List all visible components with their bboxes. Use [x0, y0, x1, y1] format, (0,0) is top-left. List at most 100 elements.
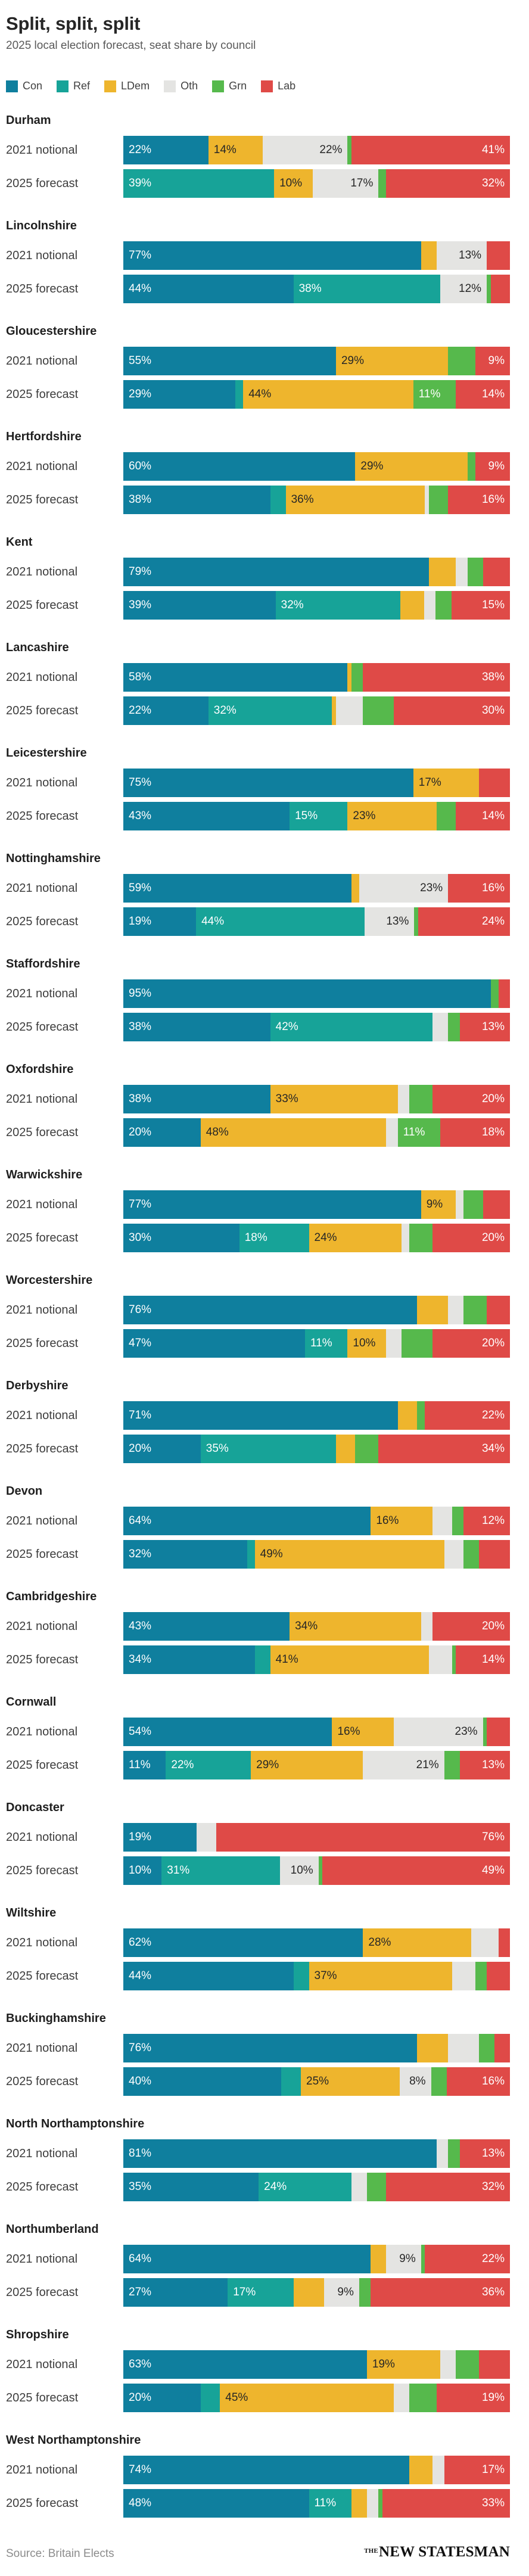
segment-oth: 9% — [324, 2278, 359, 2307]
segment-value-label: 49% — [260, 1548, 283, 1560]
council-name: Gloucestershire — [6, 325, 97, 338]
legend-label: Lab — [278, 80, 296, 92]
segment-oth — [456, 1190, 464, 1219]
segment-value-label: 11% — [129, 1759, 151, 1771]
segment-con: 64% — [123, 1507, 371, 1535]
row-label: 2021 notional — [6, 1303, 78, 1317]
bar-row: 2025 forecast 48% 11% 33% — [6, 2489, 510, 2518]
segment-value-label: 32% — [213, 704, 237, 717]
stacked-bar: 71% 22% — [123, 1401, 510, 1430]
segment-lab: 9% — [475, 452, 510, 481]
bar-row: 2025 forecast 34% 41% 14% — [6, 1645, 510, 1674]
row-label: 2025 forecast — [6, 915, 79, 928]
segment-grn — [448, 347, 475, 375]
segment-lab: 30% — [394, 696, 510, 725]
bar-row: 2025 forecast 20% 45% 19% — [6, 2384, 510, 2412]
stacked-bar: 64% 16% 12% — [123, 1507, 510, 1535]
segment-oth — [386, 1329, 402, 1358]
segment-value-label: 44% — [201, 915, 225, 928]
segment-ref: 15% — [290, 802, 348, 830]
segment-grn — [452, 1645, 456, 1674]
segment-lab: 38% — [363, 663, 510, 692]
segment-con: 38% — [123, 1013, 270, 1041]
row-label: 2021 notional — [6, 882, 78, 895]
council-section: Staffordshire 2021 notional 95% 2025 foreca… — [6, 957, 510, 1041]
segment-value-label: 14% — [481, 810, 505, 822]
legend-label: Ref — [73, 80, 91, 92]
segment-value-label: 43% — [129, 1620, 152, 1632]
bar-row: 2021 notional 22% 14% 22% 41% — [6, 136, 510, 164]
stacked-bar: 35% 24% 32% — [123, 2173, 510, 2201]
segment-value-label: 17% — [350, 177, 374, 189]
segment-con: 55% — [123, 347, 336, 375]
segment-grn — [363, 696, 394, 725]
row-label: 2025 forecast — [6, 1653, 79, 1666]
bar-row: 2021 notional 63% 19% — [6, 2350, 510, 2379]
council-section: Leicestershire 2021 notional 75% 17% 2025 fo… — [6, 746, 510, 830]
row-label: 2021 notional — [6, 776, 78, 789]
segment-lab: 14% — [456, 380, 510, 409]
segment-value-label: 41% — [275, 1653, 298, 1666]
segment-con: 20% — [123, 1118, 201, 1147]
stacked-bar: 44% 38% 12% — [123, 275, 510, 303]
segment-lab: 32% — [386, 169, 510, 198]
council-name: Hertfordshire — [6, 430, 82, 443]
segment-value-label: 17% — [481, 2463, 505, 2476]
legend-swatch-oth — [164, 80, 176, 92]
segment-value-label: 16% — [481, 2075, 505, 2087]
segment-value-label: 29% — [341, 354, 364, 367]
segment-grn — [452, 1507, 464, 1535]
segment-con: 20% — [123, 2384, 201, 2412]
segment-value-label: 16% — [376, 1514, 399, 1527]
segment-ldem — [335, 1435, 356, 1463]
segment-ldem — [371, 2245, 387, 2273]
segment-value-label: 22% — [129, 144, 152, 156]
segment-lab — [487, 1296, 510, 1324]
bar-row: 2021 notional 71% 22% — [6, 1401, 510, 1430]
council-section: Lancashire 2021 notional 58% 38% 2025 foreca… — [6, 641, 510, 725]
council-section: Hertfordshire 2021 notional 60% 29% 9% 2025 f… — [6, 430, 510, 514]
segment-ldem: 45% — [220, 2384, 394, 2412]
segment-value-label: 22% — [481, 2253, 505, 2265]
segment-grn — [467, 452, 475, 481]
segment-value-label: 20% — [481, 1093, 505, 1105]
stacked-bar: 54% 16% 23% — [123, 1718, 510, 1746]
segment-con: 22% — [123, 136, 209, 164]
segment-value-label: 29% — [360, 460, 384, 472]
segment-value-label: 19% — [481, 2391, 505, 2404]
segment-value-label: 30% — [129, 1231, 152, 1244]
council-name: North Northamptonshire — [6, 2117, 145, 2130]
segment-ldem — [347, 663, 351, 692]
segment-value-label: 22% — [481, 1409, 505, 1421]
segment-ldem: 14% — [208, 136, 263, 164]
segment-value-label: 95% — [129, 987, 152, 1000]
segment-lab: 76% — [216, 1823, 510, 1852]
segment-value-label: 18% — [244, 1231, 267, 1244]
segment-value-label: 19% — [372, 2358, 395, 2370]
page-title: Split, split, split — [6, 13, 141, 34]
segment-value-label: 20% — [129, 2391, 152, 2404]
segment-grn — [448, 1013, 460, 1041]
bar-row: 2021 notional 74% 17% — [6, 2456, 510, 2484]
segment-con: 35% — [123, 2173, 259, 2201]
row-label: 2025 forecast — [6, 1759, 79, 1772]
council-section: Cambridgeshire 2021 notional 43% 34% 20% 2025… — [6, 1590, 510, 1674]
segment-value-label: 79% — [129, 565, 152, 578]
row-label: 2021 notional — [6, 1093, 78, 1106]
segment-value-label: 48% — [206, 1126, 229, 1138]
segment-con: 27% — [123, 2278, 228, 2307]
segment-value-label: 23% — [353, 810, 376, 822]
bar-row: 2025 forecast 11% 22% 29% 21% 13% — [6, 1751, 510, 1779]
segment-ldem — [400, 591, 424, 620]
segment-value-label: 32% — [481, 177, 505, 189]
row-label: 2025 forecast — [6, 388, 79, 401]
segment-value-label: 14% — [481, 388, 505, 400]
segment-ref — [293, 1962, 309, 1990]
row-label: 2025 forecast — [6, 493, 79, 506]
segment-grn — [378, 2489, 382, 2518]
segment-value-label: 24% — [314, 1231, 337, 1244]
stacked-bar: 77% 13% — [123, 241, 510, 270]
segment-ref: 17% — [228, 2278, 294, 2307]
council-section: Derbyshire 2021 notional 71% 22% 2025 foreca… — [6, 1379, 510, 1463]
legend-swatch-lab — [261, 80, 273, 92]
